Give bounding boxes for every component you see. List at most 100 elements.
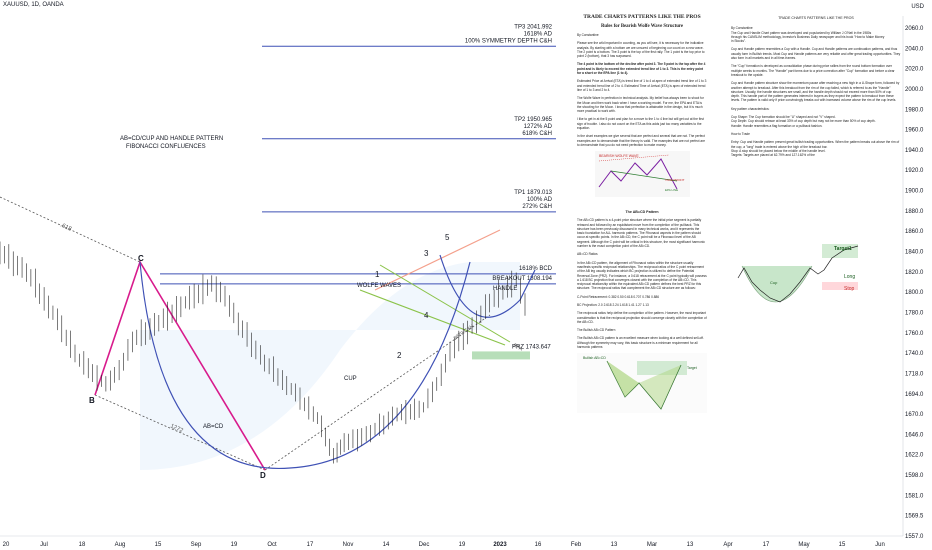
y-tick-label: 1581.0 <box>905 493 924 499</box>
level-label: 100% SYMMETRY DEPTH C&H <box>465 38 552 44</box>
wave-5-label: 5 <box>445 233 450 242</box>
y-tick-label: 1920.0 <box>905 168 924 174</box>
wolfe-line-1-3 <box>374 229 501 291</box>
y-tick-label: 1622.0 <box>905 453 924 459</box>
prz-zone <box>472 351 530 360</box>
y-tick-label: 1840.0 <box>905 250 924 256</box>
doc-subtitle: Rules for Bearish Wolfe Wave Structure <box>600 24 684 29</box>
y-tick-label: 1820.0 <box>905 270 924 276</box>
y-tick-label: 1900.0 <box>905 189 924 195</box>
abcd-paragraph: AB=CD Ratios <box>577 252 598 257</box>
x-tick-label: 16 <box>535 542 542 548</box>
epa-line <box>379 264 511 343</box>
right-line: through his CANSLIM methodology, Investo… <box>731 34 885 39</box>
cup-mini-chart: Target1 Long Stop Cup <box>734 238 894 320</box>
y-tick-label: 1694.0 <box>905 392 924 398</box>
wolfe-mini-chart: BEARISH WOLFE WAVE TAKE PROFIT EPA LINE <box>595 151 690 198</box>
pattern-title-1: AB=CD/CUP AND HANDLE PATTERN <box>120 136 223 142</box>
trendline-1272 <box>94 394 266 471</box>
point-b-label: B <box>89 396 95 405</box>
doc-paragraph: I like to get in at the 5 point and plan… <box>577 117 704 131</box>
x-tick-label: Dec <box>419 542 430 548</box>
cup-label: CUP <box>344 376 357 382</box>
abcd-label: AB=CD <box>203 424 224 430</box>
abcd-mini-chart: Target Bullish AB=CD <box>577 353 707 414</box>
doc-paragraph: The Wolfe Wave in perfection in technica… <box>577 96 704 114</box>
x-tick-label: Nov <box>343 542 354 548</box>
currency-label: USD <box>911 4 924 10</box>
right-line: Targets: Targets are placed at 62.79% an… <box>731 153 815 158</box>
y-tick-label: 1940.0 <box>905 148 924 154</box>
doc-paragraph: Please see the wild important in countin… <box>577 41 705 59</box>
abcd-paragraph: The Bullish AB=CD pattern is an excellen… <box>577 336 704 350</box>
x-tick-label: 19 <box>231 542 238 548</box>
doc-paragraph: Estimated Price at Arrival (ETA) is tren… <box>577 79 707 92</box>
x-tick-label: 17 <box>307 542 314 548</box>
y-tick-label: 2040.0 <box>905 46 924 52</box>
abcd-paragraph: BC Projection: 2.0 2.618 2.24 1.618 1.41… <box>577 302 649 307</box>
abcd-mini-label: Bullish AB=CD <box>583 356 606 360</box>
abcd-paragraph: C-Point Retracement: 0.382 0.50 0.618 0.… <box>577 294 660 299</box>
x-tick-label: 19 <box>459 542 466 548</box>
abcd-paragraph: The reciprocal ratios help define the co… <box>577 311 707 324</box>
cup-mini-target: Target1 <box>834 246 852 252</box>
y-tick-label: 1670.0 <box>905 412 924 418</box>
x-tick-label: 13 <box>687 542 694 548</box>
x-tick-label: 15 <box>839 542 846 548</box>
handle-label: HANDLE <box>493 286 517 292</box>
y-tick-label: 1980.0 <box>905 107 924 113</box>
level-label: 1618% BCD <box>519 266 553 272</box>
right-line: Cup Depth: Cup should retrace at least 3… <box>731 119 876 124</box>
level-label: 1272% AD <box>524 124 553 130</box>
x-tick-label: Sep <box>191 542 202 548</box>
ratio-618-label: .618 <box>59 222 73 233</box>
cup-mini-label: Cup <box>770 280 778 285</box>
y-tick-label: 1880.0 <box>905 209 924 215</box>
abcd-mini-target: Target <box>687 366 697 370</box>
x-tick-label: Apr <box>723 542 732 548</box>
right-line: Stop: A stop should be placed below the … <box>731 148 826 153</box>
right-line: The "Cup" formation is developed as cons… <box>731 64 895 77</box>
handle-arc <box>439 254 536 318</box>
y-tick-label: 1960.0 <box>905 128 924 134</box>
y-tick-label: 1569.5 <box>905 514 924 520</box>
right-line: Cup and Handle pattern structure show th… <box>731 81 900 103</box>
trendline-618 <box>0 196 141 263</box>
y-tick-label: 1800.0 <box>905 290 924 296</box>
x-tick-label: Oct <box>267 542 277 548</box>
right-line: Entry: Cup and Handle pattern present gr… <box>731 140 900 149</box>
pattern-title-2: FIBONACCI CONFLUENCES <box>126 144 206 150</box>
abcd-heading: The AB=CD Pattern <box>625 210 659 215</box>
level-label: 100% AD <box>527 197 553 203</box>
y-tick-label: 2000.0 <box>905 87 924 93</box>
right-line: Handle: Handle resembles a flag formatio… <box>731 123 823 128</box>
level-label: 1618% AD <box>524 31 553 37</box>
x-tick-label: 15 <box>155 542 162 548</box>
y-tick-label: 1760.0 <box>905 331 924 337</box>
right-line: Cup and Handle pattern resembles a Cup w… <box>731 47 901 61</box>
y-tick-label: 1718.0 <box>905 371 924 377</box>
right-line: The Cup and Handle Chart pattern was dev… <box>731 30 872 35</box>
trendline-wedge-lower <box>264 314 491 471</box>
x-tick-label: May <box>798 542 809 548</box>
right-line: Key pattern characteristics: <box>731 106 770 111</box>
doc-paragraph: The 4 point is the bottom of the decline… <box>577 62 706 76</box>
y-tick-label: 1598.0 <box>905 473 924 479</box>
abcd-paragraph: The AB=CD pattern is a 4-point price str… <box>577 218 705 249</box>
y-tick-label: 1557.0 <box>905 534 924 540</box>
cup-handle-text-panel: TRADE CHARTS PATTERNS LIKE THE PROS By C… <box>731 16 901 157</box>
wolfe-mini-line: EPA LINE <box>665 188 678 192</box>
level-label: TP1 1879.013 <box>514 190 552 196</box>
level-label: 272% C&H <box>522 204 552 210</box>
level-label: TP2 1950.965 <box>514 117 552 123</box>
wolfe-mini-target: TAKE PROFIT <box>665 178 685 182</box>
y-tick-label: 1860.0 <box>905 229 924 235</box>
wolfe-doc-panel: TRADE CHARTS PATTERNS LIKE THE PROS Rule… <box>577 14 707 514</box>
x-tick-label: Mar <box>647 542 657 548</box>
cup-area <box>140 262 520 470</box>
cup-mini-long: Long <box>844 274 855 280</box>
right-line: By Constantine <box>731 26 753 31</box>
level-label: BREAKOUT 1808.194 <box>492 276 552 282</box>
y-tick-label: 1780.0 <box>905 310 924 316</box>
